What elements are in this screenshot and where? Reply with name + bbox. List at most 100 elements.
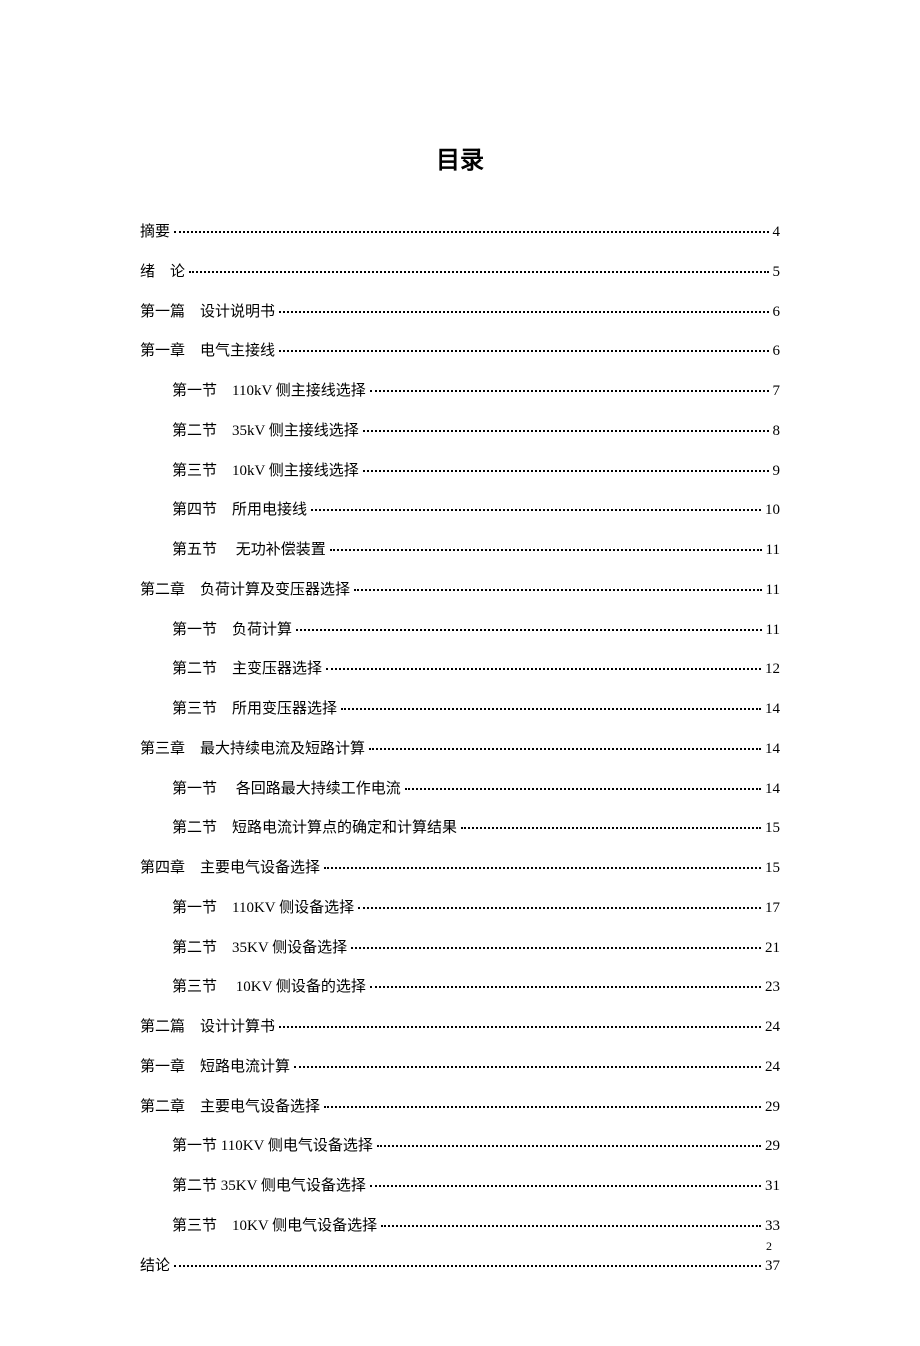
document-page: 目录 摘要 4绪 论 5第一篇 设计说明书 6第一章 电气主接线 6第一节 11… — [0, 0, 920, 1346]
toc-entry: 第一章 电气主接线 6 — [140, 332, 780, 372]
toc-entry-label: 第一章 电气主接线 — [140, 332, 275, 372]
toc-leader-dots — [381, 1225, 761, 1227]
toc-entry: 第二节 35KV 侧电气设备选择 31 — [140, 1167, 780, 1207]
toc-entry-page: 9 — [773, 452, 781, 492]
toc-container: 摘要 4绪 论 5第一篇 设计说明书 6第一章 电气主接线 6第一节 110kV… — [140, 213, 780, 1286]
toc-entry: 第二节 35kV 侧主接线选择 8 — [140, 412, 780, 452]
toc-entry: 第一篇 设计说明书 6 — [140, 293, 780, 333]
toc-entry-page: 8 — [773, 412, 781, 452]
toc-leader-dots — [370, 986, 761, 988]
toc-entry-page: 7 — [773, 372, 781, 412]
toc-entry-page: 5 — [773, 253, 781, 293]
toc-entry-label: 第二节 35kV 侧主接线选择 — [172, 412, 359, 452]
toc-entry-page: 6 — [773, 332, 781, 372]
toc-entry: 第三节 所用变压器选择 14 — [140, 690, 780, 730]
toc-entry-page: 24 — [765, 1048, 780, 1088]
toc-leader-dots — [330, 549, 762, 551]
toc-entry-page: 29 — [765, 1088, 780, 1128]
toc-entry-page: 11 — [766, 531, 780, 571]
toc-entry-label: 第一章 短路电流计算 — [140, 1048, 290, 1088]
toc-leader-dots — [324, 867, 761, 869]
toc-entry-page: 14 — [765, 770, 780, 810]
toc-leader-dots — [370, 390, 769, 392]
toc-leader-dots — [279, 350, 768, 352]
toc-entry: 第四章 主要电气设备选择 15 — [140, 849, 780, 889]
toc-leader-dots — [296, 629, 762, 631]
toc-entry-label: 第一节 各回路最大持续工作电流 — [172, 770, 401, 810]
toc-entry-label: 第三节 10KV 侧设备的选择 — [172, 968, 366, 1008]
toc-entry-page: 12 — [765, 650, 780, 690]
toc-entry: 第一节 110kV 侧主接线选择 7 — [140, 372, 780, 412]
toc-entry: 第三章 最大持续电流及短路计算 14 — [140, 730, 780, 770]
toc-entry-page: 6 — [773, 293, 781, 333]
toc-leader-dots — [358, 907, 761, 909]
toc-entry-label: 第二节 35KV 侧设备选择 — [172, 929, 347, 969]
toc-entry-label: 摘要 — [140, 213, 170, 253]
toc-entry: 第一节 负荷计算 11 — [140, 611, 780, 651]
toc-entry-page: 15 — [765, 849, 780, 889]
toc-leader-dots — [174, 231, 768, 233]
toc-leader-dots — [326, 668, 761, 670]
toc-leader-dots — [341, 708, 761, 710]
toc-entry-label: 第四章 主要电气设备选择 — [140, 849, 320, 889]
toc-leader-dots — [189, 271, 768, 273]
toc-entry-page: 23 — [765, 968, 780, 1008]
toc-entry: 第五节 无功补偿装置 11 — [140, 531, 780, 571]
toc-leader-dots — [351, 947, 761, 949]
toc-entry: 第四节 所用电接线 10 — [140, 491, 780, 531]
toc-entry-page: 21 — [765, 929, 780, 969]
toc-entry-page: 17 — [765, 889, 780, 929]
toc-entry: 第一节 各回路最大持续工作电流 14 — [140, 770, 780, 810]
toc-entry: 第二篇 设计计算书 24 — [140, 1008, 780, 1048]
toc-leader-dots — [294, 1066, 761, 1068]
toc-leader-dots — [369, 748, 761, 750]
toc-entry: 第三节 10KV 侧设备的选择 23 — [140, 968, 780, 1008]
toc-leader-dots — [279, 311, 768, 313]
toc-entry-label: 第一节 110kV 侧主接线选择 — [172, 372, 366, 412]
toc-entry: 第一节 110KV 侧设备选择 17 — [140, 889, 780, 929]
page-number: 2 — [766, 1239, 772, 1254]
toc-entry-label: 第二节 短路电流计算点的确定和计算结果 — [172, 809, 457, 849]
toc-entry-label: 第一节 负荷计算 — [172, 611, 292, 651]
toc-entry: 第二节 短路电流计算点的确定和计算结果 15 — [140, 809, 780, 849]
toc-entry-label: 第一篇 设计说明书 — [140, 293, 275, 333]
toc-entry-label: 第三节 所用变压器选择 — [172, 690, 337, 730]
toc-entry-label: 第二节 35KV 侧电气设备选择 — [172, 1167, 366, 1207]
toc-entry-page: 11 — [766, 611, 780, 651]
toc-entry-page: 24 — [765, 1008, 780, 1048]
toc-entry: 第二章 负荷计算及变压器选择 11 — [140, 571, 780, 611]
toc-entry: 第二章 主要电气设备选择 29 — [140, 1088, 780, 1128]
toc-entry-label: 第二节 主变压器选择 — [172, 650, 322, 690]
toc-leader-dots — [279, 1026, 761, 1028]
toc-entry: 第一章 短路电流计算 24 — [140, 1048, 780, 1088]
toc-entry-page: 14 — [765, 690, 780, 730]
toc-entry-label: 第五节 无功补偿装置 — [172, 531, 326, 571]
toc-entry: 摘要 4 — [140, 213, 780, 253]
toc-entry: 结论 37 — [140, 1247, 780, 1287]
toc-entry-page: 10 — [765, 491, 780, 531]
toc-leader-dots — [405, 788, 761, 790]
toc-title: 目录 — [140, 140, 780, 175]
toc-leader-dots — [311, 509, 761, 511]
toc-entry-page: 15 — [765, 809, 780, 849]
toc-entry-label: 第三章 最大持续电流及短路计算 — [140, 730, 365, 770]
toc-entry: 第二节 主变压器选择 12 — [140, 650, 780, 690]
toc-entry-page: 31 — [765, 1167, 780, 1207]
toc-leader-dots — [174, 1265, 761, 1267]
toc-entry-page: 29 — [765, 1127, 780, 1167]
toc-entry-label: 绪 论 — [140, 253, 185, 293]
toc-entry: 绪 论 5 — [140, 253, 780, 293]
toc-entry-label: 第三节 10KV 侧电气设备选择 — [172, 1207, 377, 1247]
toc-entry: 第二节 35KV 侧设备选择 21 — [140, 929, 780, 969]
toc-entry-page: 14 — [765, 730, 780, 770]
toc-entry-label: 第二章 主要电气设备选择 — [140, 1088, 320, 1128]
toc-leader-dots — [461, 827, 761, 829]
toc-entry-page: 4 — [773, 213, 781, 253]
toc-entry-label: 第四节 所用电接线 — [172, 491, 307, 531]
toc-entry-label: 第一节 110KV 侧电气设备选择 — [172, 1127, 373, 1167]
toc-entry-label: 第三节 10kV 侧主接线选择 — [172, 452, 359, 492]
toc-entry-page: 11 — [766, 571, 780, 611]
toc-entry: 第三节 10kV 侧主接线选择 9 — [140, 452, 780, 492]
toc-leader-dots — [370, 1185, 761, 1187]
toc-entry-label: 第二篇 设计计算书 — [140, 1008, 275, 1048]
